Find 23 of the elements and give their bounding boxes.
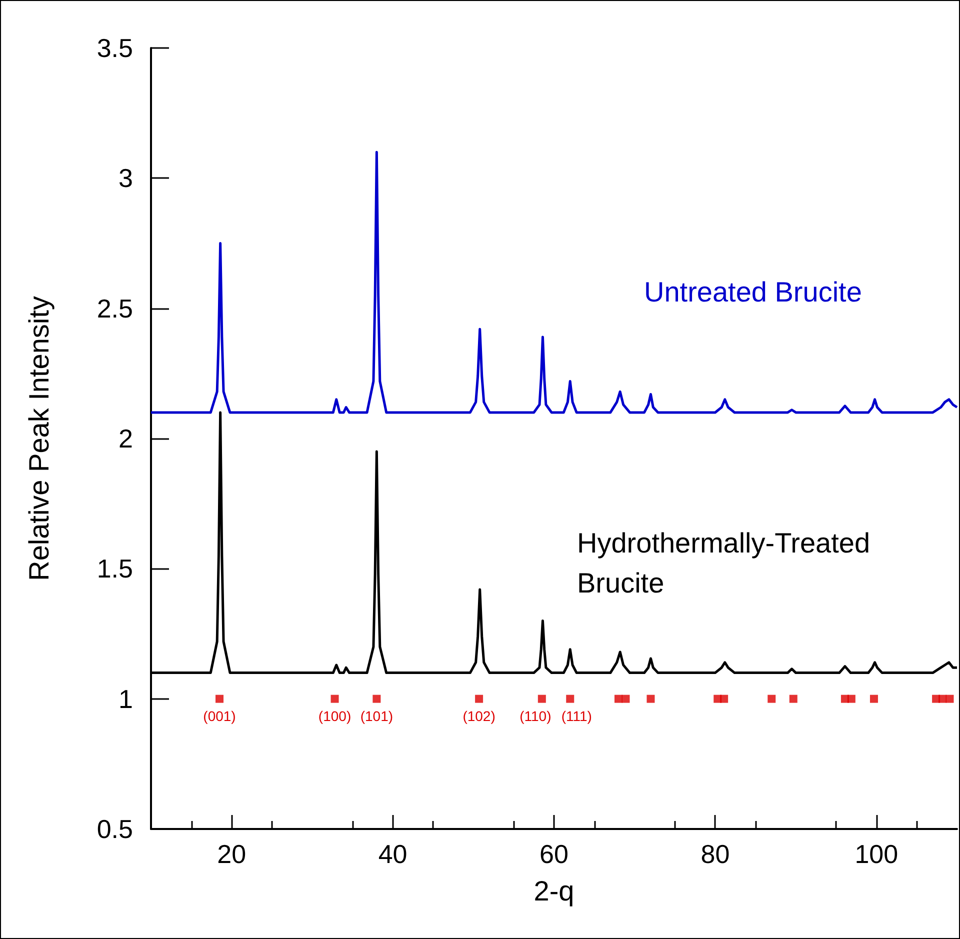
- y-tick-label: 2: [118, 424, 133, 454]
- y-tick-label: 3.5: [96, 33, 133, 63]
- text: Untreated Brucite: [644, 276, 862, 308]
- annotation: (111): [561, 708, 592, 724]
- x-tick-label: 40: [378, 839, 408, 869]
- y-axis-title: Relative Peak Intensity: [24, 296, 54, 581]
- y-tick-label: 0.5: [96, 814, 133, 844]
- y-tick-label: 1: [118, 684, 133, 714]
- annotation: (100): [318, 708, 352, 724]
- annotation: (001): [203, 708, 236, 724]
- x-tick-label: 60: [540, 839, 568, 869]
- series-label: Hydrothermally-Treated Brucite: [577, 528, 878, 598]
- y-tick-label: 2.5: [96, 293, 133, 324]
- x-tick-label: 20: [217, 839, 246, 869]
- line-series: [150, 150, 958, 414]
- y-tick-label: 3: [118, 163, 133, 194]
- x-tick-label: 80: [700, 839, 730, 869]
- annotation: (101): [360, 708, 394, 724]
- y-tick-label: 1.5: [96, 554, 133, 584]
- x-tick-label: 100: [854, 839, 898, 869]
- x-axis-title: 2-q: [534, 876, 574, 906]
- annotation: (102): [462, 708, 496, 724]
- annotation: (110): [520, 708, 552, 724]
